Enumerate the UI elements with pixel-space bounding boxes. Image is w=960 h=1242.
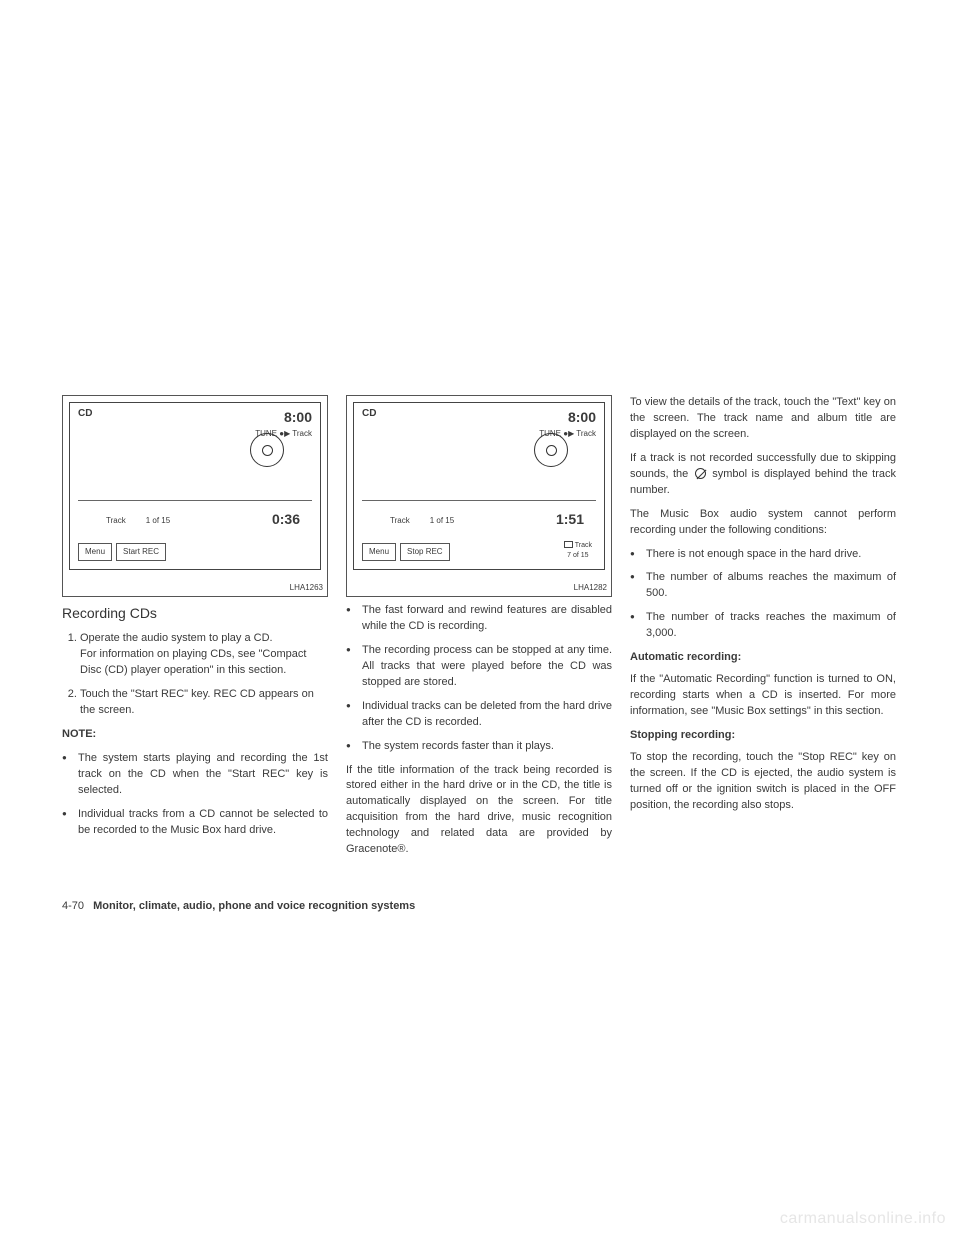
disc-icon [534, 433, 568, 467]
menu-button[interactable]: Menu [78, 543, 112, 561]
menu-button[interactable]: Menu [362, 543, 396, 561]
cond-albums: The number of albums reaches the maximum… [630, 570, 896, 602]
figure-2: CD 8:00 TUNE ●▶ Track Track 1 of 15 1:51… [346, 395, 612, 597]
disc-icon [250, 433, 284, 467]
skip-symbol-para: If a track is not recorded successfully … [630, 451, 896, 499]
note-item-1: The system starts playing and recording … [62, 751, 328, 799]
figure-code: LHA1282 [574, 582, 607, 594]
conditions-intro: The Music Box audio system cannot perfor… [630, 507, 896, 539]
section-heading: Recording CDs [62, 603, 328, 623]
note-list: The system starts playing and recording … [62, 751, 328, 839]
stop-rec-button[interactable]: Stop REC [400, 543, 450, 561]
track-label: Track [390, 515, 410, 527]
section-title: Monitor, climate, audio, phone and voice… [93, 900, 415, 912]
steps-list: Operate the audio system to play a CD. F… [62, 631, 328, 719]
stop-rec-heading: Stopping recording: [630, 728, 896, 744]
source-label: CD [362, 407, 376, 427]
conditions-list: There is not enough space in the hard dr… [630, 547, 896, 643]
auto-rec-heading: Automatic recording: [630, 650, 896, 666]
auto-rec-para: If the "Automatic Recording" function is… [630, 672, 896, 720]
rec-track-count: 7 of 15 [567, 552, 588, 559]
figure-code: LHA1263 [290, 582, 323, 594]
page-number: 4-70 [62, 900, 84, 912]
page-content: CD 8:00 TUNE ●▶ Track Track 1 of 15 0:36… [62, 395, 898, 866]
step-1: Operate the audio system to play a CD. F… [80, 631, 328, 679]
cond-tracks: The number of tracks reaches the maximum… [630, 610, 896, 642]
prohibit-icon [695, 468, 706, 479]
clock: 8:00 [568, 407, 596, 427]
column-3: To view the details of the track, touch … [630, 395, 896, 866]
stop-rec-para: To stop the recording, touch the "Stop R… [630, 750, 896, 814]
text-key-para: To view the details of the track, touch … [630, 395, 896, 443]
rec-track-label: Track [575, 542, 592, 549]
track-count: 1 of 15 [430, 515, 454, 527]
bullet-faster: The system records faster than it plays. [346, 739, 612, 755]
bullet-stop: The recording process can be stopped at … [346, 643, 612, 691]
column-2: CD 8:00 TUNE ●▶ Track Track 1 of 15 1:51… [346, 395, 612, 866]
watermark: carmanualsonline.info [780, 1210, 946, 1228]
cd-screen-start: CD 8:00 TUNE ●▶ Track Track 1 of 15 0:36… [69, 402, 321, 570]
gracenote-para: If the title information of the track be… [346, 763, 612, 859]
step-1-sub: For information on playing CDs, see "Com… [80, 648, 306, 676]
cond-space: There is not enough space in the hard dr… [630, 547, 896, 563]
page-footer: 4-70 Monitor, climate, audio, phone and … [62, 900, 415, 912]
elapsed-time: 0:36 [272, 509, 300, 529]
start-rec-button[interactable]: Start REC [116, 543, 166, 561]
track-label: Track [106, 515, 126, 527]
step-2: Touch the "Start REC" key. REC CD appear… [80, 687, 328, 719]
feature-list: The fast forward and rewind features are… [346, 603, 612, 755]
bullet-ff-rw: The fast forward and rewind features are… [346, 603, 612, 635]
step-1-text: Operate the audio system to play a CD. [80, 632, 273, 644]
note-heading: NOTE: [62, 727, 328, 743]
note-item-2: Individual tracks from a CD cannot be se… [62, 807, 328, 839]
rec-track-indicator: Track 7 of 15 [564, 541, 592, 561]
figure-1: CD 8:00 TUNE ●▶ Track Track 1 of 15 0:36… [62, 395, 328, 597]
cd-screen-stop: CD 8:00 TUNE ●▶ Track Track 1 of 15 1:51… [353, 402, 605, 570]
elapsed-time: 1:51 [556, 509, 584, 529]
clock: 8:00 [284, 407, 312, 427]
source-label: CD [78, 407, 92, 427]
track-count: 1 of 15 [146, 515, 170, 527]
bullet-delete: Individual tracks can be deleted from th… [346, 699, 612, 731]
column-1: CD 8:00 TUNE ●▶ Track Track 1 of 15 0:36… [62, 395, 328, 866]
